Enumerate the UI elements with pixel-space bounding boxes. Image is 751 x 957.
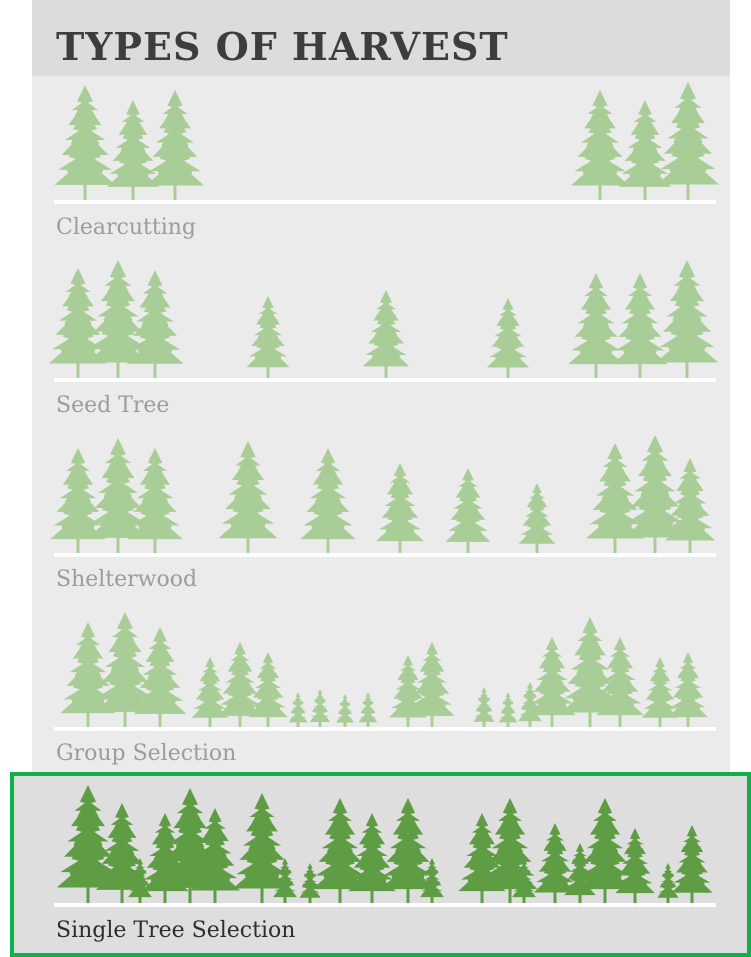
ground-line (54, 378, 716, 382)
section-label: Group Selection (56, 741, 236, 766)
ground-line (54, 200, 716, 204)
section-label: Shelterwood (56, 567, 197, 592)
section-label: Single Tree Selection (56, 918, 295, 943)
section-label: Seed Tree (56, 393, 169, 418)
title: TYPES OF HARVEST (56, 24, 509, 69)
ground-line (54, 553, 716, 557)
section-label: Clearcutting (56, 215, 196, 240)
ground-line (54, 903, 716, 907)
page: TYPES OF HARVEST Clearcutting Seed Tree … (0, 0, 751, 957)
ground-line (54, 727, 716, 731)
infographic: TYPES OF HARVEST Clearcutting Seed Tree … (0, 0, 751, 957)
